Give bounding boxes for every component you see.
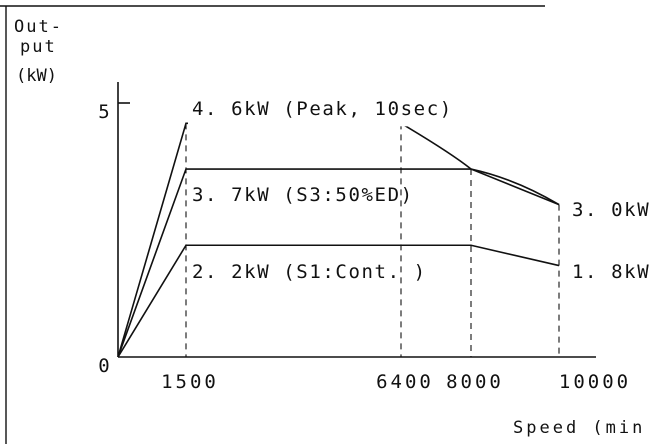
series-label-3: 2. 2kW (S1:Cont. ) — [192, 261, 427, 283]
x-axis-label: Speed (min — [513, 418, 645, 438]
series-label-1: 4. 6kW (Peak, 10sec) — [192, 98, 453, 120]
guide-lines — [185, 123, 560, 357]
series-end-label-3: 1. 8kW — [572, 261, 650, 283]
x-tick-label-6400: 6400 — [376, 371, 434, 393]
peak-label-gap — [188, 120, 457, 127]
series-lines — [117, 120, 560, 358]
series-label-2: 3. 7kW (S3:50%ED) — [192, 184, 414, 206]
y-axis-label-line-3: (kW) — [16, 66, 57, 86]
x-tick-label-8000: 8000 — [446, 371, 504, 393]
y-axis-label-line-1: Out- — [14, 17, 63, 37]
y-tick-label-5: 5 — [98, 101, 109, 123]
series-line-2 — [117, 168, 560, 358]
series-end-label-1: 3. 0kW — [572, 199, 650, 221]
x-tick-label-10000: 10000 — [559, 371, 631, 393]
series-line-1 — [117, 122, 560, 358]
y-tick-label-0: 0 — [98, 355, 109, 377]
y-axis-label-line-2: put — [20, 37, 57, 57]
x-tick-label-1500: 1500 — [161, 371, 219, 393]
chart-labels: 4. 6kW (Peak, 10sec) 3. 7kW (S3:50%ED) 2. … — [98, 98, 650, 393]
series-line-3 — [117, 244, 560, 358]
